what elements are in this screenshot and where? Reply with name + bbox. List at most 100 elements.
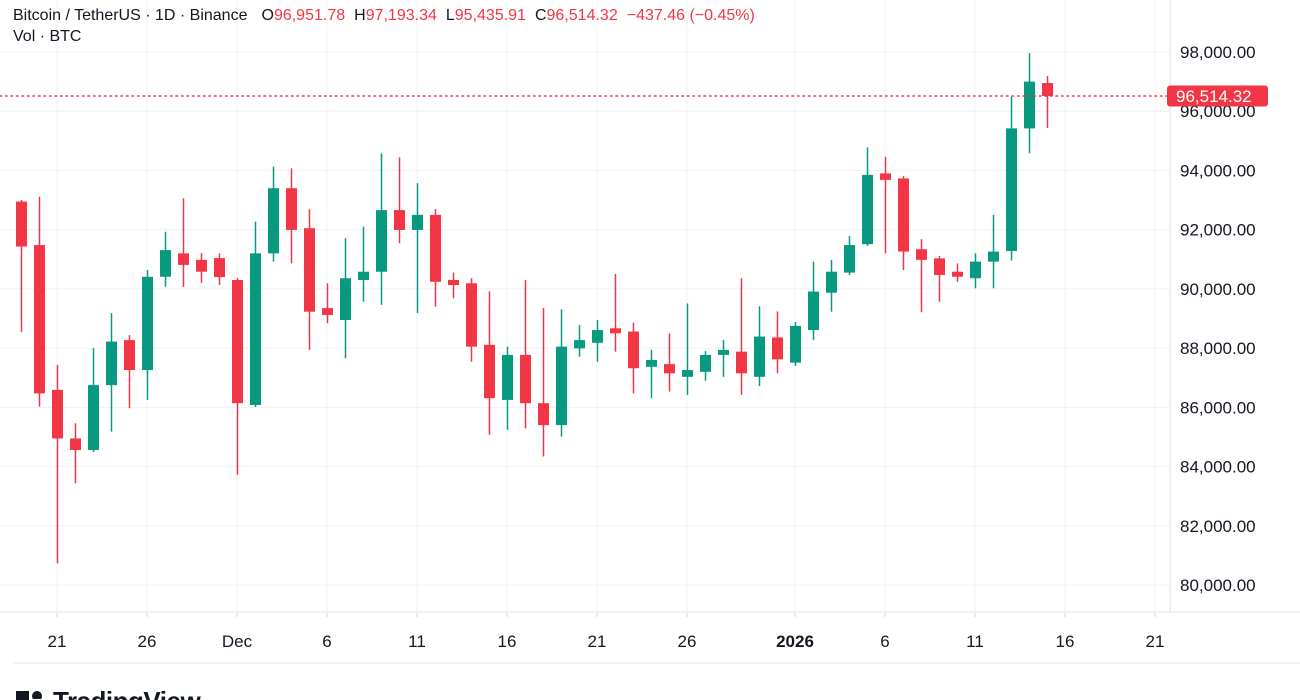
candle-Dec-7[interactable]: [340, 238, 351, 359]
volume-indicator-legend[interactable]: Vol · BTC: [13, 28, 82, 45]
time-tick-label: 16: [1056, 632, 1075, 651]
candle-Nov-22[interactable]: [70, 423, 81, 484]
close-value: 96,514.32: [546, 7, 618, 24]
candle-body: [142, 276, 153, 371]
candle-Dec-22[interactable]: [610, 274, 621, 352]
close-label: C: [534, 7, 547, 24]
candle-Dec-6[interactable]: [322, 283, 333, 324]
price-tick-label: 92,000.00: [1180, 221, 1256, 240]
candle-Jan-9[interactable]: [934, 256, 945, 302]
low-label: L: [445, 7, 455, 24]
candle-Nov-25[interactable]: [124, 335, 135, 409]
candle-body: [448, 280, 459, 286]
candle-Nov-19[interactable]: [16, 200, 27, 332]
candle-Dec-24[interactable]: [646, 349, 657, 399]
candle-Dec-31[interactable]: [772, 311, 783, 374]
candle-body: [124, 340, 135, 371]
candle-Nov-21[interactable]: [52, 364, 63, 564]
candle-body: [826, 271, 837, 293]
tradingview-logo[interactable]: TradingView: [16, 688, 201, 700]
chart-plot-area[interactable]: [16, 53, 1053, 564]
candle-Dec-12[interactable]: [430, 209, 441, 307]
candle-body: [502, 354, 513, 400]
candle-Jan-3[interactable]: [826, 259, 837, 312]
candle-Jan-14[interactable]: [1024, 53, 1035, 154]
candle-Dec-30[interactable]: [754, 306, 765, 387]
candle-Nov-23[interactable]: [88, 348, 99, 453]
candle-Dec-8[interactable]: [358, 226, 369, 302]
candle-Dec-9[interactable]: [376, 153, 387, 305]
candle-body: [808, 291, 819, 331]
candle-Dec-29[interactable]: [736, 278, 747, 395]
candle-Nov-27[interactable]: [160, 231, 171, 287]
candle-Dec-4[interactable]: [286, 168, 297, 264]
candle-body: [934, 258, 945, 275]
candle-Jan-1[interactable]: [790, 322, 801, 366]
time-axis[interactable]: 21 26 Dec 6 11 16 21 26 2026 6 11 16 21: [48, 632, 1165, 651]
candle-Dec-13[interactable]: [448, 272, 459, 299]
candle-Dec-25[interactable]: [664, 333, 675, 392]
candle-Dec-2[interactable]: [250, 221, 261, 408]
price-axis[interactable]: 98,000.00 96,000.00 94,000.00 92,000.00 90,0…: [1180, 43, 1256, 595]
candle-Dec-1[interactable]: [232, 277, 243, 475]
candle-Dec-23[interactable]: [628, 322, 639, 394]
time-tick-label: 11: [966, 632, 984, 651]
candle-Dec-28[interactable]: [718, 340, 729, 377]
candle-Jan-13[interactable]: [1006, 96, 1017, 261]
candle-Dec-19[interactable]: [556, 309, 567, 437]
candle-body: [520, 354, 531, 404]
candle-Jan-7[interactable]: [898, 176, 909, 270]
candle-Jan-4[interactable]: [844, 235, 855, 275]
candle-Dec-5[interactable]: [304, 209, 315, 350]
symbol-title[interactable]: Bitcoin / TetherUS · 1D · Binance: [13, 7, 248, 24]
candle-body: [952, 271, 963, 277]
candle-Dec-20[interactable]: [574, 325, 585, 357]
candle-Dec-3[interactable]: [268, 166, 279, 262]
candle-Dec-15[interactable]: [484, 291, 495, 435]
candle-Jan-6[interactable]: [880, 156, 891, 254]
candle-body: [250, 253, 261, 405]
time-tick-label: 21: [48, 632, 67, 651]
candle-Dec-21[interactable]: [592, 319, 603, 362]
candle-Jan-11[interactable]: [970, 253, 981, 289]
candle-body: [1042, 83, 1053, 96]
candle-Nov-28[interactable]: [178, 198, 189, 287]
candle-Jan-2[interactable]: [808, 261, 819, 341]
time-tick-label: 21: [1146, 632, 1165, 651]
candle-Jan-8[interactable]: [916, 239, 927, 313]
candle-Jan-15[interactable]: [1042, 75, 1053, 128]
price-tick-label: 88,000.00: [1180, 339, 1256, 358]
candle-Dec-10[interactable]: [394, 157, 405, 244]
price-tick-label: 82,000.00: [1180, 517, 1256, 536]
candle-body: [214, 258, 225, 278]
candle-Jan-5[interactable]: [862, 147, 873, 246]
candle-body: [898, 178, 909, 252]
candle-Dec-11[interactable]: [412, 183, 423, 314]
candle-Dec-16[interactable]: [502, 346, 513, 430]
candle-body: [430, 214, 441, 282]
candle-Nov-29[interactable]: [196, 253, 207, 283]
candle-Nov-24[interactable]: [106, 313, 117, 432]
candle-Dec-17[interactable]: [520, 280, 531, 429]
candle-body: [88, 385, 99, 450]
candle-Jan-12[interactable]: [988, 214, 999, 289]
candle-Nov-30[interactable]: [214, 253, 225, 286]
candle-Nov-26[interactable]: [142, 269, 153, 400]
candle-Jan-10[interactable]: [952, 263, 963, 282]
candle-body: [34, 245, 45, 394]
candle-Nov-20[interactable]: [34, 196, 45, 407]
candle-body: [970, 261, 981, 279]
candle-body: [484, 344, 495, 399]
candle-Dec-18[interactable]: [538, 308, 549, 457]
candle-Dec-27[interactable]: [700, 351, 711, 381]
time-tick-label: Dec: [222, 632, 253, 651]
candle-body: [106, 341, 117, 386]
candle-body: [754, 336, 765, 377]
candle-Dec-26[interactable]: [682, 303, 693, 395]
candle-body: [646, 359, 657, 367]
time-tick-label: 21: [588, 632, 607, 651]
price-tick-label: 98,000.00: [1180, 43, 1256, 62]
candle-Dec-14[interactable]: [466, 278, 477, 362]
